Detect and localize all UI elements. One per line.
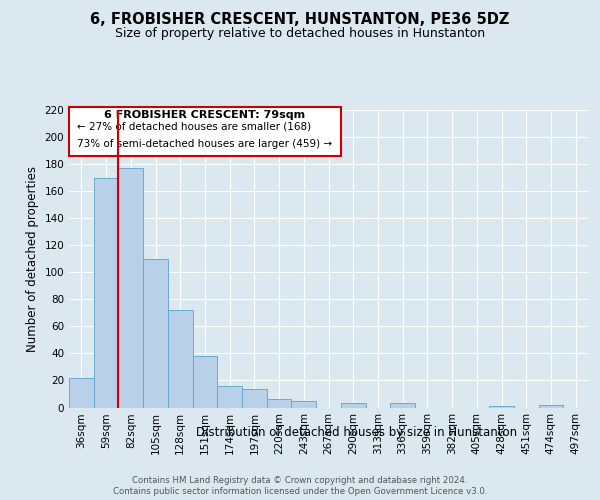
Text: ← 27% of detached houses are smaller (168): ← 27% of detached houses are smaller (16… <box>77 122 311 132</box>
Y-axis label: Number of detached properties: Number of detached properties <box>26 166 39 352</box>
Bar <box>193 356 217 408</box>
Text: Contains public sector information licensed under the Open Government Licence v3: Contains public sector information licen… <box>113 488 487 496</box>
Bar <box>539 405 563 407</box>
Text: 73% of semi-detached houses are larger (459) →: 73% of semi-detached houses are larger (… <box>77 139 332 149</box>
Bar <box>292 400 316 407</box>
Bar <box>341 404 365 407</box>
Bar <box>94 178 118 408</box>
Bar <box>242 388 267 407</box>
Bar <box>390 404 415 407</box>
Text: 6, FROBISHER CRESCENT, HUNSTANTON, PE36 5DZ: 6, FROBISHER CRESCENT, HUNSTANTON, PE36 … <box>91 12 509 28</box>
Bar <box>267 400 292 407</box>
Bar <box>489 406 514 407</box>
Text: Contains HM Land Registry data © Crown copyright and database right 2024.: Contains HM Land Registry data © Crown c… <box>132 476 468 485</box>
Bar <box>69 378 94 408</box>
FancyBboxPatch shape <box>69 108 341 156</box>
Bar <box>143 259 168 408</box>
Bar <box>118 168 143 408</box>
Text: 6 FROBISHER CRESCENT: 79sqm: 6 FROBISHER CRESCENT: 79sqm <box>104 110 305 120</box>
Bar <box>168 310 193 408</box>
Text: Size of property relative to detached houses in Hunstanton: Size of property relative to detached ho… <box>115 28 485 40</box>
Bar <box>217 386 242 407</box>
Text: Distribution of detached houses by size in Hunstanton: Distribution of detached houses by size … <box>196 426 518 439</box>
